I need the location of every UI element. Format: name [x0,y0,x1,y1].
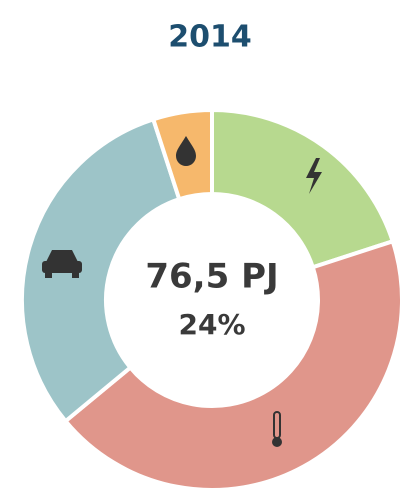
slice [62,238,404,492]
chart-title: 2014 [168,20,252,55]
slice [210,107,396,270]
transport-icon [42,250,82,278]
center-total: 76,5 PJ [145,257,278,297]
slice [20,116,182,424]
donut [20,107,404,492]
center-share: 24% [178,308,245,341]
electricity-icon [306,158,322,194]
oil-icon [176,136,196,166]
heat-icon [272,411,282,447]
